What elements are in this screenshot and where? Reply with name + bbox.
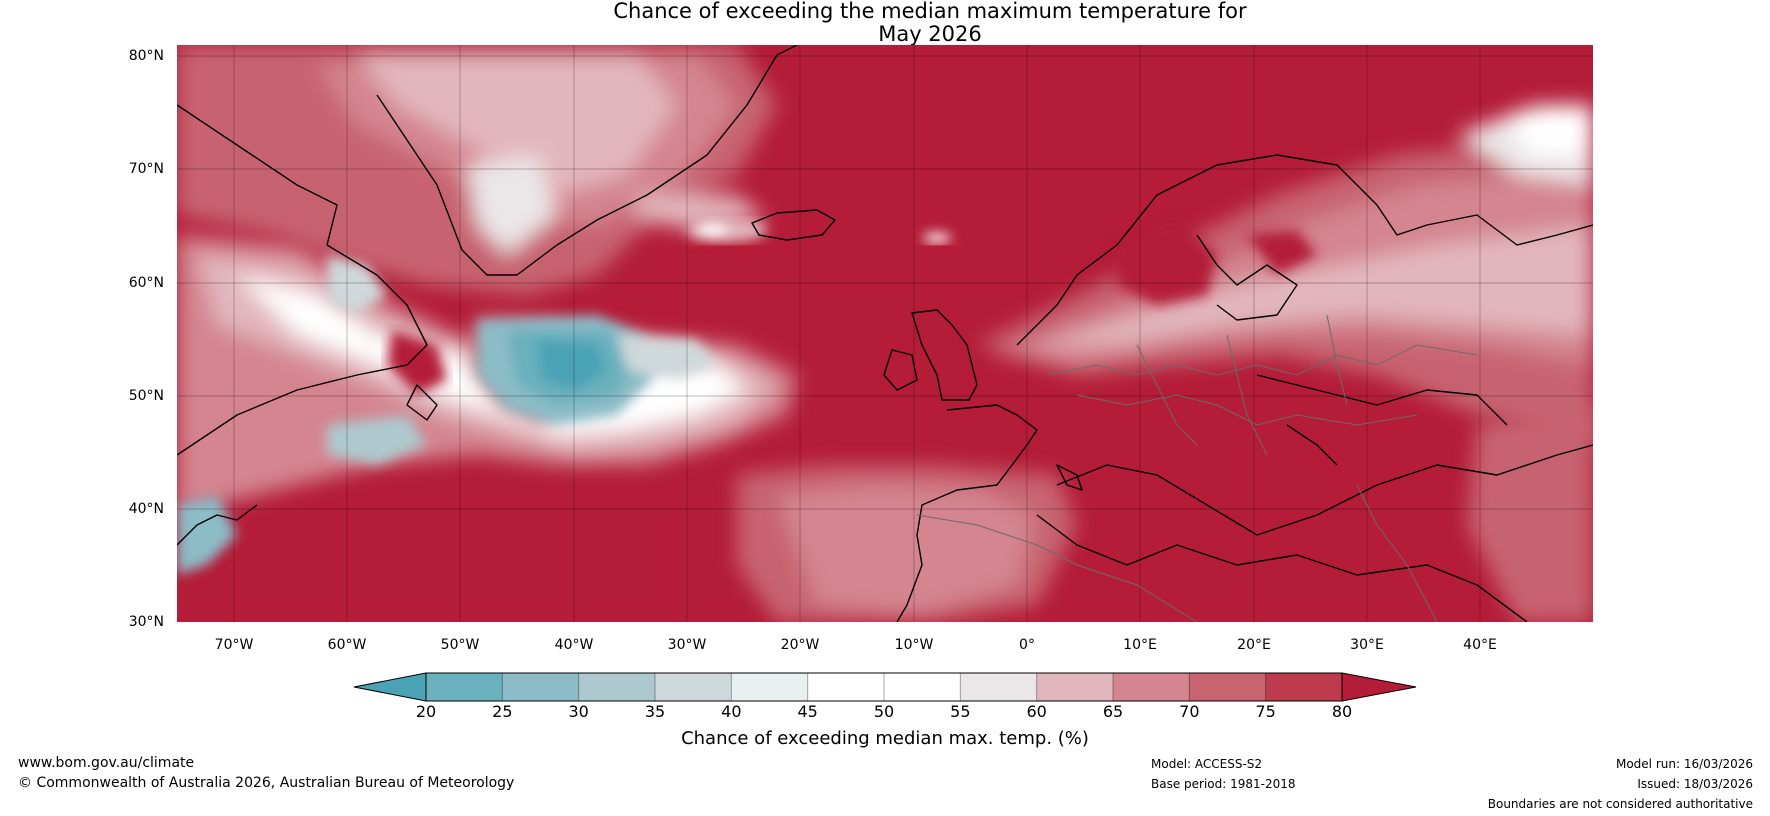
colorbar-title: Chance of exceeding median max. temp. (%… [681, 728, 1089, 749]
colorbar-extend-low [354, 673, 426, 701]
lon-label-40w: 40°W [554, 637, 594, 653]
colorbar-tick-label: 20 [415, 702, 437, 721]
colorbar-extend-high [1342, 673, 1416, 701]
chart-title-line1: Chance of exceeding the median maximum t… [613, 0, 1247, 23]
colorbar-segment [960, 673, 1038, 701]
colorbar-tick-label: 60 [1026, 702, 1047, 721]
colorbar-segment [1113, 673, 1190, 701]
footer-copyright: © Commonwealth of Australia 2026, Austra… [18, 775, 515, 791]
map-canvas [177, 45, 1593, 622]
colorbar-segment [426, 673, 503, 701]
chart-title-line2: May 2026 [878, 22, 982, 46]
lon-label-70w: 70°W [214, 637, 254, 653]
lon-label-10e: 10°E [1123, 637, 1157, 653]
footer-issued: Issued: 18/03/2026 [1637, 777, 1753, 791]
colorbar-segment [1189, 673, 1267, 701]
lon-label-30w: 30°W [667, 637, 707, 653]
lat-label-70n: 70°N [128, 161, 164, 177]
lat-label-60n: 60°N [128, 275, 164, 291]
footer-model-run: Model run: 16/03/2026 [1615, 757, 1753, 771]
colorbar-tick-label: 35 [644, 702, 666, 721]
lon-label-0: 0° [1019, 637, 1035, 653]
colorbar-segment [807, 673, 885, 701]
colorbar-tick-label: 55 [950, 702, 971, 721]
footer-base-period: Base period: 1981-2018 [1151, 777, 1296, 791]
colorbar-segment [578, 673, 656, 701]
lon-label-30e: 30°E [1350, 637, 1384, 653]
colorbar-tick-label: 80 [1331, 702, 1353, 721]
colorbar-segment [502, 673, 580, 701]
colorbar-tick-label: 50 [873, 702, 895, 721]
forecast-map [177, 45, 1593, 622]
colorbar-tick-label: 40 [721, 702, 742, 721]
colorbar-tick-label: 70 [1179, 702, 1200, 721]
lat-label-50n: 50°N [128, 388, 164, 404]
footer-disclaimer: Boundaries are not considered authoritat… [1487, 797, 1753, 811]
lon-label-60w: 60°W [327, 637, 367, 653]
colorbar-tick-label: 65 [1102, 702, 1124, 721]
colorbar-tick-label: 45 [797, 702, 818, 721]
lon-label-20w: 20°W [780, 637, 820, 653]
footer-website: www.bom.gov.au/climate [18, 755, 195, 771]
colorbar [353, 672, 1417, 702]
colorbar-segment [655, 673, 732, 701]
colorbar-segment [731, 673, 809, 701]
lat-label-40n: 40°N [128, 501, 164, 517]
colorbar-tick-label: 25 [492, 702, 513, 721]
lon-label-10w: 10°W [894, 637, 934, 653]
lon-label-20e: 20°E [1237, 637, 1271, 653]
lon-label-50w: 50°W [440, 637, 480, 653]
colorbar-segment [1265, 673, 1343, 701]
footer-model: Model: ACCESS-S2 [1151, 757, 1263, 771]
lat-label-80n: 80°N [128, 48, 164, 64]
lon-label-40e: 40°E [1463, 637, 1497, 653]
colorbar-tick-label: 75 [1255, 702, 1276, 721]
lat-label-30n: 30°N [128, 614, 164, 630]
colorbar-segment [1036, 673, 1114, 701]
colorbar-segment [884, 673, 961, 701]
colorbar-tick-label: 30 [568, 702, 589, 721]
